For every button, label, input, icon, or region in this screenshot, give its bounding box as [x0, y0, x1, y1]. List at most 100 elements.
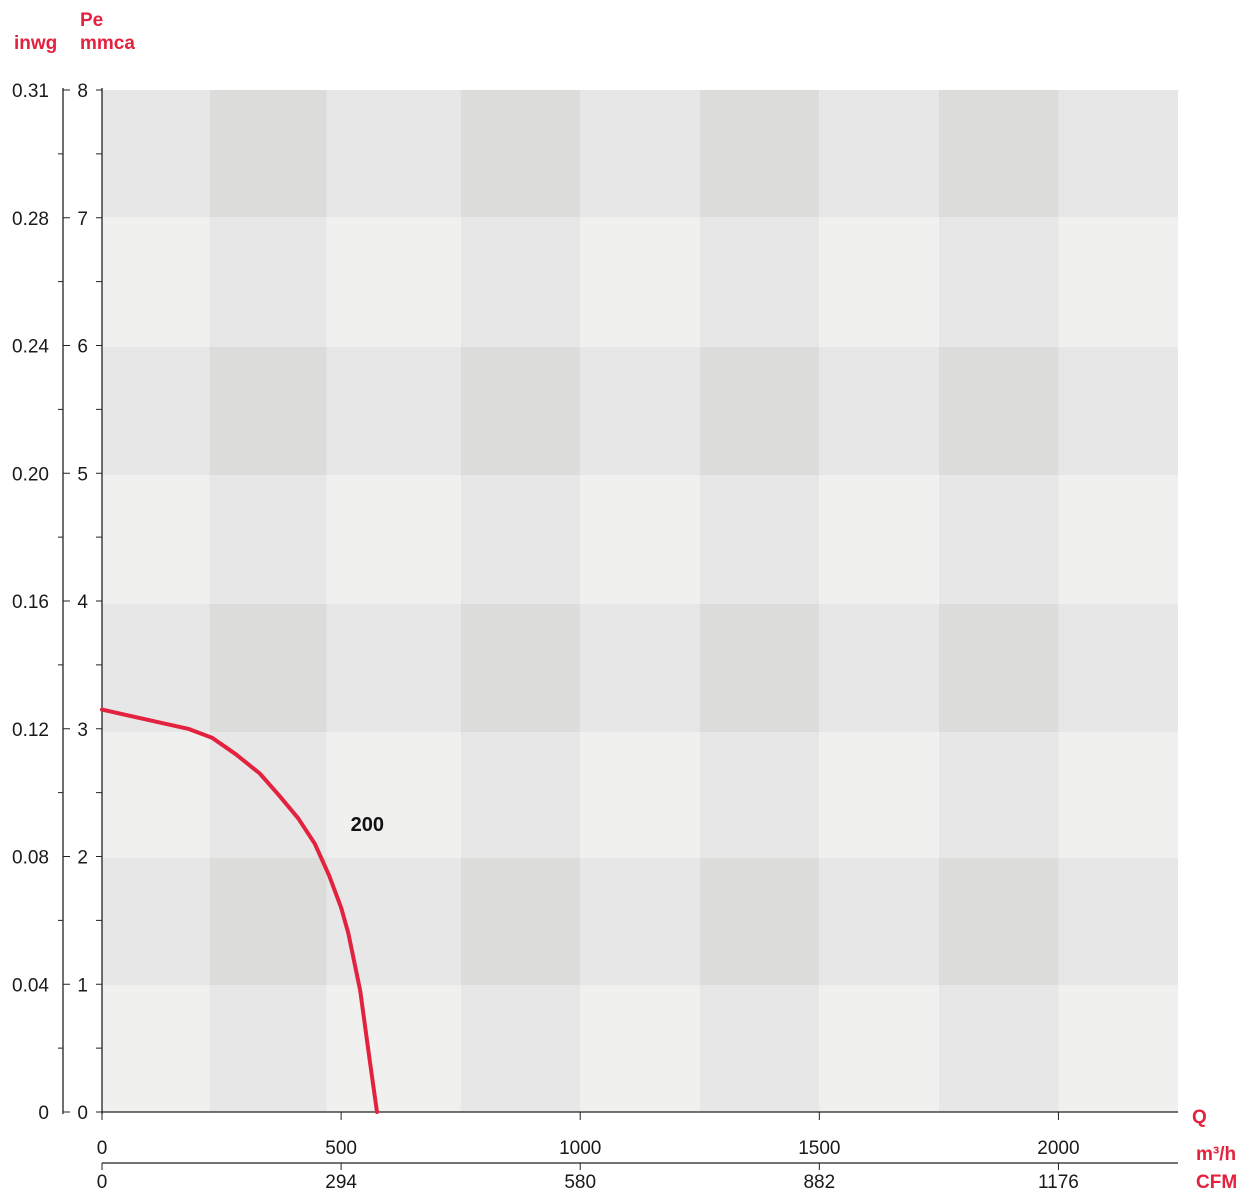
grid-band — [819, 90, 939, 217]
y-tick-label: 7 — [77, 209, 88, 230]
grid-band — [102, 475, 210, 604]
grid-band — [460, 475, 581, 604]
grid-band — [460, 985, 581, 1112]
axes: 0 1 2 3 4 5 6 7 8 0 0.04 0.08 0.12 0.16 0.20 0.24 0.28 0.… — [12, 81, 1178, 1193]
grid-band — [326, 604, 461, 732]
grid-band — [209, 858, 327, 985]
grid-band — [580, 347, 700, 475]
grid-band — [699, 217, 820, 347]
grid-band — [699, 985, 820, 1112]
grid-band — [460, 217, 581, 347]
x2-tick-label: 882 — [803, 1172, 835, 1193]
series-layer — [100, 707, 379, 1114]
y2-tick-label: 0.16 — [12, 592, 49, 613]
y2-unit-label: inwg — [14, 33, 57, 54]
grid-band — [102, 604, 210, 732]
y-tick-label: 3 — [77, 720, 88, 741]
grid-band — [819, 604, 939, 732]
y2-tick-label: 0.24 — [12, 337, 49, 358]
grid-band — [102, 732, 210, 858]
series-line-200 — [100, 707, 379, 1114]
grid-band — [1058, 90, 1178, 217]
grid-band — [580, 732, 700, 858]
y2-tick-label: 0.20 — [12, 464, 49, 485]
grid-band — [580, 985, 700, 1112]
grid-band — [699, 347, 820, 475]
grid-band — [209, 347, 327, 475]
y2-tick-label: 0.04 — [12, 975, 49, 996]
grid-band — [1058, 217, 1178, 347]
grid-band — [460, 604, 581, 732]
grid-band — [699, 90, 820, 217]
grid-band — [102, 985, 210, 1112]
grid-band — [326, 985, 461, 1112]
x-tick-label: 2000 — [1037, 1138, 1079, 1159]
grid-band — [1058, 858, 1178, 985]
y-unit-label-line1: Pe — [80, 10, 103, 31]
grid-band — [460, 858, 581, 985]
x-tick-label: 500 — [325, 1138, 357, 1159]
grid-band — [938, 604, 1059, 732]
grid-band — [1058, 732, 1178, 858]
grid-band — [326, 475, 461, 604]
grid-band — [938, 985, 1059, 1112]
x-tick-label: 1000 — [559, 1138, 601, 1159]
grid-band — [102, 347, 210, 475]
grid-band — [326, 858, 461, 985]
y2-tick-label: 0.31 — [12, 81, 49, 102]
x-unit-label: m³/h — [1196, 1144, 1236, 1165]
grid-band — [938, 90, 1059, 217]
y2-tick-label: 0.08 — [12, 848, 49, 869]
y-tick-label: 0 — [77, 1103, 88, 1124]
y-tick-label: 1 — [77, 975, 88, 996]
grid-band — [326, 217, 461, 347]
grid-band — [326, 732, 461, 858]
x2-tick-label: 1176 — [1038, 1172, 1079, 1193]
grid-band — [938, 732, 1059, 858]
y-tick-label: 8 — [77, 81, 88, 102]
grid-band — [580, 858, 700, 985]
y-tick-label: 2 — [77, 848, 88, 869]
grid-band — [460, 732, 581, 858]
grid-band — [326, 90, 461, 217]
y-tick-label: 6 — [77, 337, 88, 358]
grid-band — [102, 858, 210, 985]
x2-tick-label: 580 — [564, 1172, 596, 1193]
x2-tick-label: 0 — [97, 1172, 108, 1193]
x-tick-label: 0 — [97, 1138, 108, 1159]
grid-band — [1058, 475, 1178, 604]
grid-band — [1058, 347, 1178, 475]
grid-band — [460, 347, 581, 475]
grid-band — [699, 732, 820, 858]
grid-band — [938, 858, 1059, 985]
x-tick-label: 1500 — [798, 1138, 840, 1159]
grid-band — [819, 858, 939, 985]
grid-band — [699, 475, 820, 604]
y-unit-label-line2: mmca — [80, 33, 135, 54]
grid-band — [938, 217, 1059, 347]
grid-band — [209, 732, 327, 858]
grid-band — [699, 858, 820, 985]
grid-band — [209, 985, 327, 1112]
y2-tick-label: 0.12 — [12, 720, 49, 741]
grid-band — [460, 90, 581, 217]
x-name-label: Q — [1192, 1107, 1207, 1128]
grid-band — [326, 347, 461, 475]
grid-band — [1058, 985, 1178, 1112]
grid-band — [102, 90, 210, 217]
grid-band — [1058, 604, 1178, 732]
grid-band — [819, 985, 939, 1112]
grid-band — [819, 347, 939, 475]
curve-label: 200 — [351, 814, 384, 836]
grid-band — [102, 217, 210, 347]
y2-tick-label: 0 — [38, 1103, 49, 1124]
grid-band — [699, 604, 820, 732]
grid-band — [209, 90, 327, 217]
x2-tick-label: 294 — [325, 1172, 357, 1193]
grid-band — [209, 604, 327, 732]
background-grid-bands — [102, 90, 1178, 1112]
grid-band — [580, 90, 700, 217]
grid-band — [580, 604, 700, 732]
y2-tick-label: 0.28 — [12, 209, 49, 230]
